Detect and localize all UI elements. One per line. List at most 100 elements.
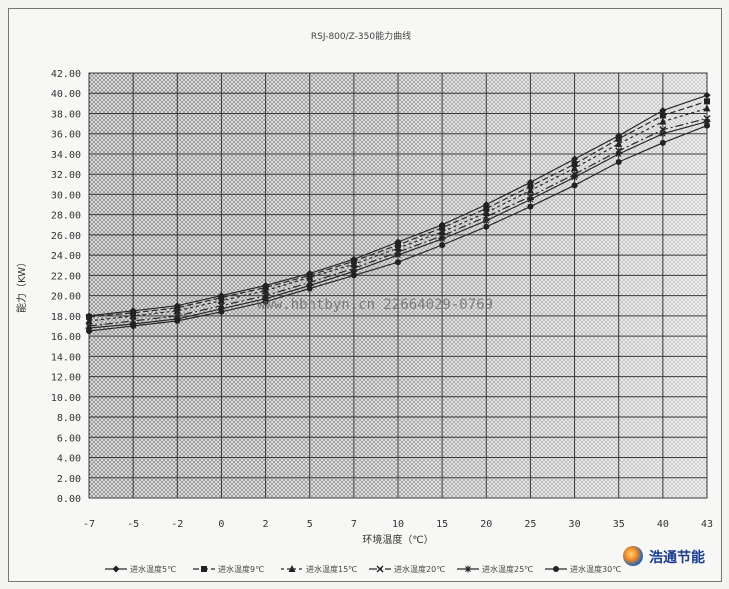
data-point-s3 (615, 139, 623, 147)
y-tick-label: 20.00 (51, 292, 81, 303)
data-point-s3 (306, 273, 314, 281)
data-point-s5 (262, 295, 270, 303)
y-tick-label: 26.00 (51, 231, 81, 242)
data-point-s3 (659, 117, 667, 125)
y-tick-label: 6.00 (57, 433, 81, 444)
data-point-s6 (350, 272, 357, 279)
x-tick-label: 30 (569, 519, 581, 530)
data-point-s3 (217, 296, 225, 304)
chart-frame: RSJ-800/Z-350能力曲线 0.00 2.00 4.00 6.00 8.00 10… (8, 8, 722, 582)
series-line-4 (88, 117, 708, 327)
legend-label-1: 进水温度5℃ (130, 564, 176, 574)
y-tick-label: 16.00 (51, 332, 81, 343)
data-point-s5 (615, 150, 623, 158)
data-point-s3 (394, 244, 402, 252)
data-point-s5 (482, 217, 490, 225)
data-point-s6 (262, 298, 269, 305)
data-point-s1 (703, 91, 711, 99)
data-point-s3 (438, 227, 446, 235)
data-point-s6 (571, 182, 578, 189)
y-tick-label: 28.00 (51, 211, 81, 222)
y-tick-label: 10.00 (51, 393, 81, 404)
x-tick-label: 20 (480, 519, 492, 530)
x-tick-label: 5 (307, 519, 313, 530)
legend-marker-5 (464, 565, 472, 573)
data-point-s5 (526, 195, 534, 203)
x-tick-label: -2 (171, 519, 183, 530)
x-tick-label: -7 (83, 519, 95, 530)
y-tick-label: 22.00 (51, 271, 81, 282)
data-point-s5 (217, 305, 225, 313)
watermark-text: www.hbhtbyn.cn 22664029-0769 (257, 297, 493, 313)
data-point-s6 (130, 322, 137, 329)
data-point-s3 (571, 164, 579, 172)
chart-title: RSJ-800/Z-350能力曲线 (311, 30, 411, 42)
y-tick-label: 38.00 (51, 109, 81, 120)
y-tick-label: 2.00 (57, 474, 81, 485)
y-tick-label: 32.00 (51, 170, 81, 181)
y-tick-label: 30.00 (51, 190, 81, 201)
legend-marker-4 (376, 565, 384, 573)
legend-marker-1 (112, 565, 120, 573)
globe-logo-icon (623, 546, 643, 566)
data-point-s5 (438, 235, 446, 243)
legend-marker-6 (553, 566, 559, 572)
x-tick-label: 0 (218, 519, 224, 530)
x-axis-label: 环境温度（℃） (362, 533, 433, 546)
data-point-s3 (262, 286, 270, 294)
data-point-s2 (483, 205, 490, 212)
data-point-s3 (482, 208, 490, 216)
data-point-s5 (703, 118, 711, 126)
legend-label-5: 进水温度25℃ (482, 564, 533, 574)
y-tick-label: 42.00 (51, 69, 81, 80)
y-tick-label: 14.00 (51, 352, 81, 363)
data-point-s6 (86, 328, 92, 335)
data-point-s6 (704, 122, 710, 129)
y-tick-label: 8.00 (57, 413, 81, 424)
legend-marker-2 (201, 566, 207, 572)
x-tick-label: 25 (524, 519, 536, 530)
x-tick-label: 15 (436, 519, 448, 530)
capacity-chart: RSJ-800/Z-350能力曲线 0.00 2.00 4.00 6.00 8.00 10… (15, 30, 713, 574)
legend-marker-3 (288, 565, 296, 572)
data-point-s2 (527, 183, 534, 190)
y-tick-label: 0.00 (57, 494, 81, 505)
data-point-s6 (306, 285, 313, 292)
y-tick-label: 12.00 (51, 373, 81, 384)
legend-label-2: 进水温度9℃ (218, 564, 264, 574)
y-tick-label: 18.00 (51, 312, 81, 323)
legend-label-3: 进水温度15℃ (306, 564, 357, 574)
data-point-s2 (615, 135, 622, 142)
data-point-s3 (173, 306, 181, 314)
data-point-s3 (526, 186, 534, 194)
data-point-s5 (350, 267, 358, 275)
legend: 进水温度5℃ 进水温度9℃ 进水温度15℃ 进水温度20℃ 进水温度25℃ 进水温度30℃ (105, 564, 621, 574)
data-point-s6 (174, 317, 181, 324)
y-axis-label: 能力（KW） (15, 257, 28, 313)
data-point-s2 (439, 224, 446, 231)
legend-label-6: 进水温度30℃ (570, 564, 621, 574)
data-point-s3 (350, 260, 358, 268)
data-point-s3 (703, 104, 711, 112)
y-tick-label: 4.00 (57, 454, 81, 465)
x-tick-label: 43 (701, 519, 713, 530)
data-point-s6 (439, 242, 446, 249)
data-point-s6 (395, 259, 401, 266)
x-tick-label: -5 (127, 519, 139, 530)
data-point-s1 (659, 106, 667, 114)
x-tick-label: 10 (392, 519, 404, 530)
y-tick-label: 36.00 (51, 130, 81, 141)
x-tick-label: 2 (263, 519, 269, 530)
data-point-s3 (129, 311, 137, 319)
data-point-s6 (615, 159, 622, 166)
data-point-s5 (659, 130, 667, 138)
x-tick-label: 7 (351, 519, 357, 530)
data-point-s6 (659, 139, 666, 146)
x-tick-label: 35 (613, 519, 625, 530)
y-tick-label: 24.00 (51, 251, 81, 262)
data-point-s5 (306, 282, 314, 289)
data-point-s2 (659, 112, 666, 119)
data-point-s5 (571, 173, 579, 181)
data-point-s5 (85, 324, 93, 332)
y-tick-label: 34.00 (51, 150, 81, 161)
